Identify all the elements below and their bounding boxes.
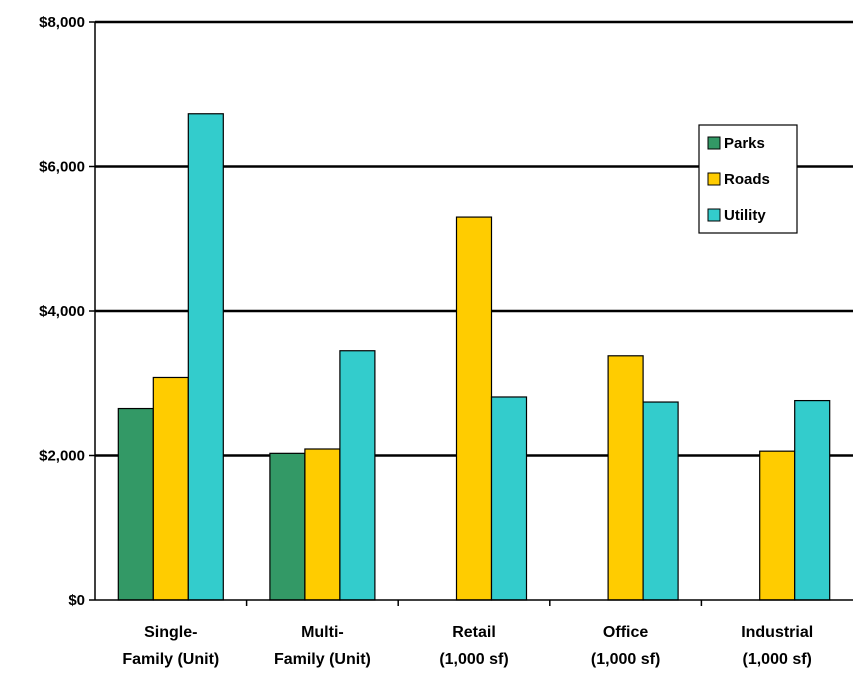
bar-utility	[794, 399, 831, 601]
bar-utility	[642, 401, 679, 601]
bar-parks	[117, 407, 154, 601]
bar-roads	[455, 216, 493, 601]
bar-roads	[759, 450, 796, 601]
legend-label-parks: Parks	[724, 135, 765, 152]
x-tick-label: Multi-	[301, 624, 344, 641]
x-tick-label: (1,000 sf)	[591, 651, 660, 668]
y-tick-label: $2,000	[39, 448, 85, 465]
y-tick-label: $8,000	[39, 14, 85, 31]
x-tick-label: Family (Unit)	[122, 651, 219, 668]
bars	[117, 113, 831, 601]
x-tick-label: Office	[603, 624, 648, 641]
bar-roads	[304, 448, 341, 601]
x-tick-label: Industrial	[741, 624, 813, 641]
x-tick-label: Family (Unit)	[274, 651, 371, 668]
bar-utility	[187, 113, 224, 601]
bar-utility	[339, 350, 376, 601]
x-tick-label: (1,000 sf)	[743, 651, 812, 668]
legend: Parks Roads Utility	[698, 124, 798, 234]
axes	[89, 21, 853, 606]
legend-label-roads: Roads	[724, 171, 770, 188]
legend-swatch-parks	[707, 136, 721, 150]
x-tick-label: Retail	[452, 624, 496, 641]
x-tick-label: Single-	[144, 624, 197, 641]
legend-swatch-utility	[707, 208, 721, 222]
bar-roads	[152, 376, 189, 601]
tick-labels: $0 $2,000 $4,000 $6,000 $8,000 Single- Family …	[39, 14, 813, 668]
legend-swatch-roads	[707, 172, 721, 186]
bar-roads	[607, 355, 644, 601]
bar-parks	[269, 452, 306, 601]
y-tick-label: $4,000	[39, 303, 85, 320]
x-tick-label: (1,000 sf)	[439, 651, 508, 668]
y-tick-label: $0	[68, 592, 85, 609]
bar-utility	[490, 396, 528, 601]
y-tick-label: $6,000	[39, 159, 85, 176]
legend-label-utility: Utility	[724, 207, 766, 224]
